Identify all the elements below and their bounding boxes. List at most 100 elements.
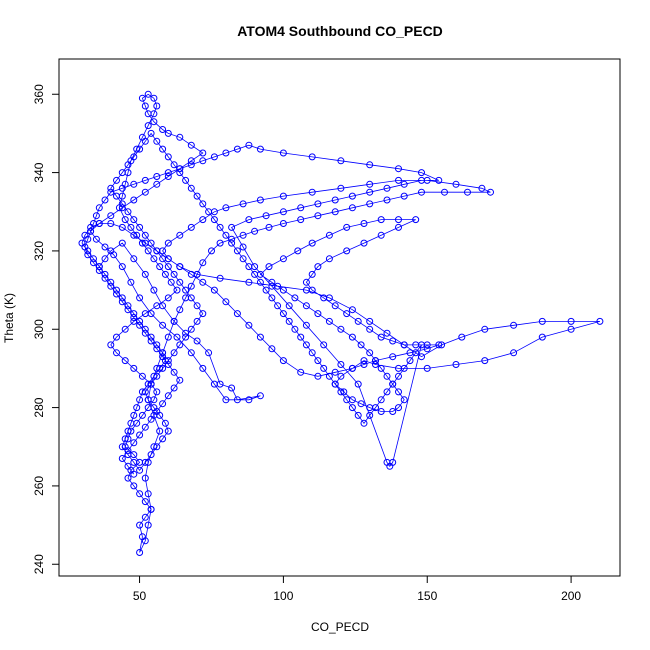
data-point [343, 396, 351, 404]
y-tick-label: 340 [32, 162, 46, 182]
data-point [343, 310, 351, 318]
data-point [348, 404, 356, 412]
data-point [127, 223, 135, 231]
data-point [136, 431, 144, 439]
data-point [153, 372, 161, 380]
data-point [118, 169, 126, 177]
data-point [101, 243, 109, 251]
data-point [199, 216, 207, 224]
data-point [164, 294, 172, 302]
data-point [113, 192, 120, 200]
data-point [164, 333, 172, 341]
data-point [161, 270, 169, 278]
data-point [233, 396, 241, 404]
data-point [159, 321, 167, 329]
data-point [354, 411, 362, 419]
data-point [92, 212, 100, 220]
data-point [141, 458, 149, 466]
data-point [101, 196, 109, 204]
data-point [147, 337, 155, 345]
data-point [144, 396, 152, 404]
data-point [87, 227, 95, 235]
data-point [150, 94, 158, 102]
data-point [395, 176, 402, 184]
data-point [210, 286, 218, 294]
data-point [176, 263, 184, 271]
data-point [136, 466, 144, 474]
data-point [138, 372, 146, 380]
data-point [239, 231, 247, 239]
data-point [418, 188, 425, 196]
data-point [320, 364, 328, 372]
data-point [187, 157, 195, 165]
data-point [124, 451, 132, 459]
data-point [337, 157, 345, 165]
data-point [121, 216, 129, 224]
data-point [395, 223, 402, 231]
data-point [138, 239, 146, 247]
data-point [412, 216, 420, 224]
data-point [170, 161, 178, 169]
data-point [144, 380, 152, 388]
data-point [153, 341, 161, 349]
data-point [395, 216, 402, 224]
data-point [90, 255, 97, 263]
data-point [383, 388, 391, 396]
data-point [268, 294, 276, 302]
data-point [136, 294, 144, 302]
y-tick-label: 280 [32, 397, 46, 417]
data-point [164, 153, 172, 161]
data-point [366, 200, 374, 208]
data-point [164, 239, 172, 247]
data-point [481, 357, 489, 365]
data-point [366, 349, 374, 357]
data-point [297, 216, 305, 224]
data-point [325, 231, 333, 239]
data-point [239, 255, 247, 263]
data-point [400, 341, 408, 349]
data-point [130, 411, 138, 419]
data-point [320, 341, 328, 349]
data-point [141, 231, 149, 239]
chart-title: ATOM4 Southbound CO_PECD [237, 23, 443, 39]
data-point [130, 180, 138, 188]
data-point [147, 415, 155, 423]
data-point [107, 220, 115, 227]
data-point [418, 341, 425, 349]
data-point [138, 411, 146, 419]
data-point [147, 380, 155, 388]
data-point [262, 286, 270, 294]
y-tick-label: 240 [32, 554, 46, 574]
data-point [308, 153, 316, 161]
data-point [423, 345, 431, 353]
data-point [130, 364, 138, 372]
data-point [141, 188, 149, 196]
data-point [383, 458, 391, 466]
data-point [377, 396, 385, 404]
data-point [84, 251, 92, 259]
data-point [325, 372, 333, 380]
data-point [182, 176, 190, 184]
data-point [159, 126, 167, 133]
data-point [210, 153, 218, 161]
y-axis: 240 260 280 300 320 340 360 [32, 84, 60, 574]
data-point [124, 161, 132, 169]
data-point [256, 196, 264, 204]
data-point [366, 188, 374, 196]
data-point [366, 180, 374, 188]
data-point [124, 302, 132, 310]
data-point [164, 357, 172, 365]
data-point [279, 208, 287, 216]
data-point [360, 361, 368, 368]
data-point [130, 153, 138, 161]
x-tick-label: 150 [417, 589, 437, 603]
x-tick-label: 200 [561, 589, 581, 603]
data-point [141, 423, 149, 431]
data-point [297, 368, 305, 376]
y-axis-label: Theta (K) [2, 293, 16, 343]
data-point [377, 216, 385, 224]
data-point [222, 149, 230, 157]
series-line [81, 93, 601, 553]
data-point [208, 247, 215, 255]
